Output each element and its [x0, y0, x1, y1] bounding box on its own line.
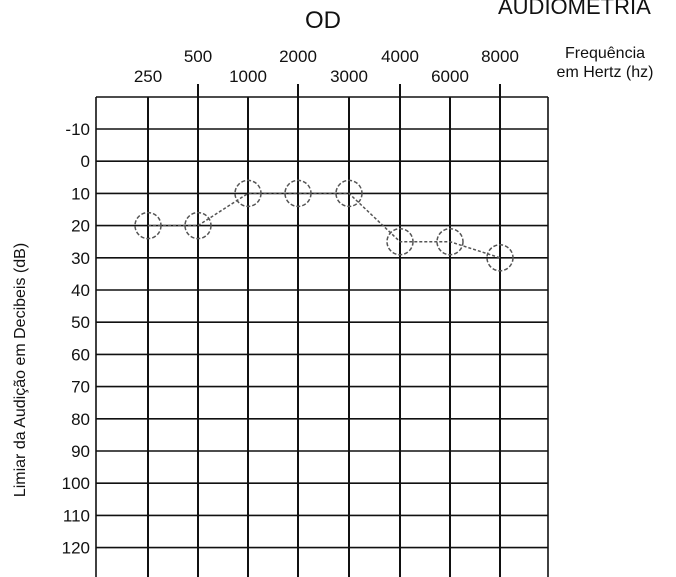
x-tick-label: 6000: [431, 67, 469, 86]
chart-grid: [95, 84, 549, 577]
y-tick-label: 40: [71, 281, 90, 300]
audiometria-heading: AUDIOMETRIA: [498, 0, 651, 19]
x-tick-label: 8000: [481, 47, 519, 66]
y-tick-label: 30: [71, 249, 90, 268]
y-tick-label: 120: [62, 539, 90, 558]
y-tick-label: 50: [71, 313, 90, 332]
y-tick-label: 10: [71, 184, 90, 203]
x-tick-label: 250: [134, 67, 162, 86]
chart-title: OD: [305, 7, 341, 34]
data-point-marker: [386, 227, 414, 256]
x-axis-label: Frequência em Hertz (hz): [557, 45, 654, 81]
data-point-marker: [134, 211, 162, 240]
y-tick-label: 90: [71, 442, 90, 461]
x-tick-label: 2000: [279, 47, 317, 66]
x-tick-label: 500: [184, 47, 212, 66]
x-tick-labels: 500 2000 4000 8000 250 1000 3000 6000: [134, 47, 519, 86]
series-line: [148, 192, 501, 259]
y-tick-labels: -10 0 10 20 30 40 50 60 70 80 90 100 110 120: [62, 120, 90, 558]
y-tick-label: 0: [81, 152, 90, 171]
y-tick-label: -10: [65, 120, 90, 139]
y-tick-label: 110: [63, 506, 90, 525]
y-tick-label: 70: [71, 378, 90, 397]
data-point-marker: [234, 179, 262, 208]
y-tick-label: 60: [71, 345, 90, 364]
data-point-marker: [436, 227, 464, 256]
y-tick-label: 100: [62, 474, 90, 493]
x-tick-label: 4000: [381, 47, 419, 66]
x-tick-label: 1000: [229, 67, 267, 86]
data-point-marker: [335, 179, 363, 208]
y-tick-label: 20: [71, 217, 90, 236]
data-point-marker: [284, 179, 312, 208]
y-tick-label: 80: [71, 410, 90, 429]
series-layer: [134, 179, 514, 272]
data-point-marker: [184, 211, 212, 240]
y-axis-label: Limiar da Audição em Decibeis (dB): [12, 243, 29, 497]
x-tick-label: 3000: [330, 67, 368, 86]
data-point-marker: [486, 244, 514, 272]
